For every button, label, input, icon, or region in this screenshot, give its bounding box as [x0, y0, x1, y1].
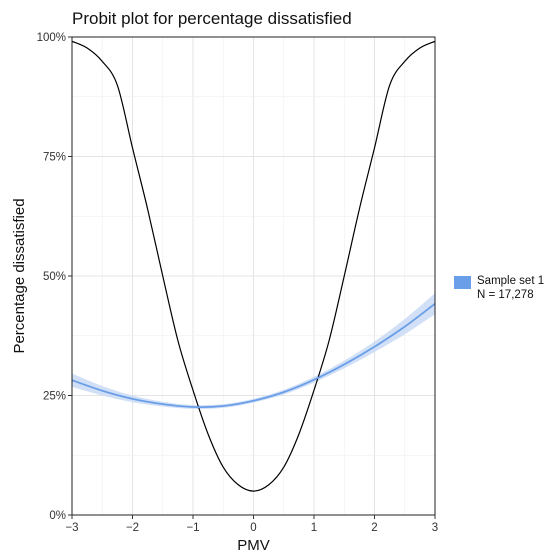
x-tick-label: −2 [126, 522, 139, 534]
confidence-band-layer [72, 293, 435, 409]
legend-label-line1: Sample set 1 [477, 275, 544, 287]
x-tick-label: 1 [311, 522, 317, 534]
y-tick-label: 50% [43, 271, 66, 283]
x-tick-label: 0 [250, 522, 256, 534]
x-tick-label: −1 [186, 522, 199, 534]
y-tick-label: 0% [49, 510, 66, 522]
legend-label-line2: N = 17,278 [477, 289, 534, 301]
legend: Sample set 1 N = 17,278 [454, 275, 544, 301]
chart-title: Probit plot for percentage dissatisfied [72, 9, 352, 28]
series-lines-layer [71, 40, 436, 492]
reference-ppd-curve [71, 40, 436, 492]
grid-lines [71, 36, 436, 516]
y-axis-title: Percentage dissatisfied [11, 198, 28, 353]
y-tick-label: 100% [37, 32, 66, 44]
x-axis-title: PMV [237, 537, 270, 554]
y-tick-label: 75% [43, 152, 66, 164]
confidence-band [72, 293, 435, 409]
x-tick-label: −3 [65, 522, 78, 534]
fitted-probit-line [71, 303, 436, 409]
x-tick-label: 3 [432, 522, 438, 534]
legend-swatch [454, 276, 471, 289]
x-tick-label: 2 [371, 522, 377, 534]
axis-ticks: −3 −2 −1 0 1 2 3 0% 25% 50% 75% 100% [37, 32, 439, 534]
y-tick-label: 25% [43, 391, 66, 403]
